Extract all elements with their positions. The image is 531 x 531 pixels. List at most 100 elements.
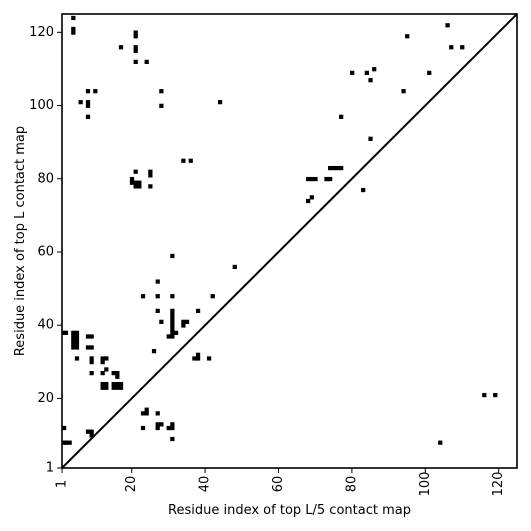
contact-point [195, 308, 201, 313]
contact-point [71, 26, 76, 32]
contact-point [217, 100, 223, 105]
contact-point [148, 184, 153, 189]
contact-point [170, 319, 175, 324]
plot-frame [61, 13, 518, 469]
contact-point [192, 356, 197, 361]
contact-point [195, 356, 201, 361]
contact-point [181, 319, 186, 324]
contact-point [368, 136, 373, 141]
contact-point [111, 381, 116, 387]
contact-point [155, 425, 160, 431]
contact-point [74, 341, 80, 346]
contact-point [306, 176, 311, 182]
diagonal-line [61, 13, 518, 469]
contact-point [159, 89, 164, 94]
contact-point [148, 169, 153, 174]
contact-point [63, 440, 69, 445]
contact-point [115, 374, 120, 379]
contact-point [401, 89, 406, 94]
contact-point [181, 323, 186, 328]
contact-point [155, 279, 160, 284]
contact-points [62, 15, 498, 445]
contact-point [140, 294, 146, 299]
contact-point [100, 385, 105, 390]
contact-point [78, 100, 83, 105]
contact-point [71, 341, 76, 346]
contact-point [210, 294, 215, 299]
contact-point [170, 253, 175, 259]
contact-point [155, 422, 160, 427]
contact-point [115, 381, 120, 387]
contact-point [89, 429, 94, 434]
contact-point [100, 370, 105, 376]
contact-point [155, 411, 160, 416]
x-tick-label: 40 [198, 476, 213, 493]
contact-point [309, 195, 314, 200]
contact-point [129, 176, 135, 182]
contact-point [71, 334, 76, 339]
x-tick-label: 80 [344, 476, 359, 493]
contact-point [170, 436, 175, 442]
contact-point [361, 187, 366, 193]
contact-point [159, 103, 164, 108]
contact-point [137, 180, 142, 185]
x-tick-label: 120 [491, 472, 506, 497]
contact-point [89, 370, 94, 376]
contact-point [170, 422, 175, 427]
contact-point [93, 89, 98, 94]
contact-point [166, 334, 171, 339]
contact-point [170, 334, 175, 339]
contact-point [129, 180, 135, 185]
x-axis-title: Residue index of top L/5 contact map [168, 503, 411, 518]
x-tick-label: 60 [271, 476, 286, 493]
contact-point [155, 308, 160, 313]
contact-point [206, 356, 212, 361]
contact-point [85, 100, 91, 105]
x-axis-ticks: 1 20 40 60 80 100 120 [55, 468, 506, 497]
contact-point [100, 356, 105, 361]
contact-point [85, 429, 91, 434]
contact-point [133, 184, 138, 189]
contact-point [71, 338, 76, 343]
contact-point [184, 319, 190, 324]
contact-point [133, 34, 138, 39]
contact-point [324, 176, 329, 182]
x-tick-label: 100 [418, 472, 433, 497]
contact-point [100, 360, 105, 365]
contact-point [144, 411, 149, 416]
contact-point [313, 176, 318, 182]
contact-point [137, 184, 142, 189]
contact-point [144, 59, 149, 65]
contact-point [159, 422, 164, 427]
contact-point [148, 173, 153, 178]
contact-point [438, 440, 443, 445]
contact-point [140, 425, 146, 431]
contact-point [328, 165, 333, 171]
x-tick-label: 20 [124, 476, 139, 493]
contact-point [71, 30, 76, 35]
contact-point [482, 392, 487, 398]
contact-point [368, 78, 373, 83]
contact-point [74, 330, 80, 335]
contact-point [71, 345, 76, 350]
contact-point [405, 34, 410, 39]
contact-point [85, 345, 91, 350]
contact-point [74, 338, 80, 343]
contact-point [133, 48, 138, 54]
contact-point [364, 70, 369, 75]
contact-point [144, 407, 149, 412]
contact-point [339, 165, 344, 171]
y-tick-label: 40 [37, 318, 54, 333]
contact-point [104, 356, 109, 361]
y-axis-title: Residue index of top L contact map [13, 126, 28, 356]
y-tick-label: 120 [29, 25, 54, 40]
contact-point [170, 323, 175, 328]
contact-point [115, 385, 120, 390]
contact-point [181, 158, 186, 163]
contact-point [74, 334, 80, 339]
contact-point [350, 70, 355, 75]
contact-point [118, 385, 124, 390]
contact-point [133, 30, 138, 35]
